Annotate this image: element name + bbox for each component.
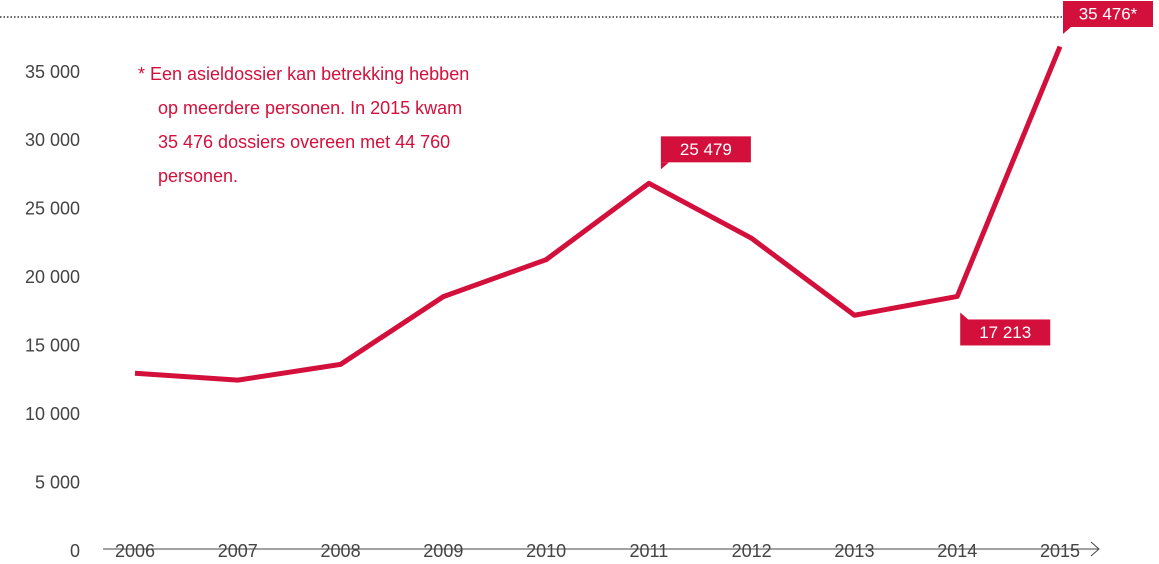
data-line (134, 45, 1063, 383)
y-tick-label: 35 000 (25, 62, 80, 82)
label-tail (1063, 27, 1071, 34)
label-tail (960, 312, 969, 320)
y-tick-label: 25 000 (25, 199, 80, 219)
value-label: 35 476* (1079, 4, 1138, 23)
y-tick-label: 20 000 (25, 267, 80, 287)
y-tick-label: 5 000 (35, 472, 80, 492)
annotation-line: * Een asieldossier kan betrekking hebben (138, 64, 469, 84)
label-box (660, 136, 751, 163)
x-tick-label: 2010 (526, 541, 566, 561)
x-tick-label: 2012 (732, 541, 772, 561)
annotation-line: personen. (158, 166, 238, 186)
y-tick-label: 10 000 (25, 404, 80, 424)
x-tick-label: 2009 (423, 541, 463, 561)
value-label: 17 213 (979, 323, 1031, 342)
label-box (1063, 1, 1153, 27)
x-tick-label: 2014 (937, 541, 977, 561)
x-tick-label: 2007 (218, 541, 258, 561)
x-tick-label: 2011 (630, 541, 669, 561)
annotation-line: op meerdere personen. In 2015 kwam (158, 98, 462, 118)
y-tick-label: 30 000 (25, 130, 80, 150)
y-tick-label: 0 (70, 541, 80, 561)
x-tick-label: 2006 (115, 541, 155, 561)
annotation-line: 35 476 dossiers overeen met 44 760 (158, 132, 450, 152)
x-tick-label: 2015 (1040, 541, 1080, 561)
value-label: 25 479 (680, 140, 732, 159)
x-tick-label: 2013 (834, 541, 874, 561)
x-tick-label: 2008 (321, 541, 361, 561)
label-tail (660, 162, 669, 170)
label-box (960, 319, 1051, 346)
y-tick-label: 15 000 (25, 335, 80, 355)
x-axis-arrow (1090, 541, 1100, 557)
